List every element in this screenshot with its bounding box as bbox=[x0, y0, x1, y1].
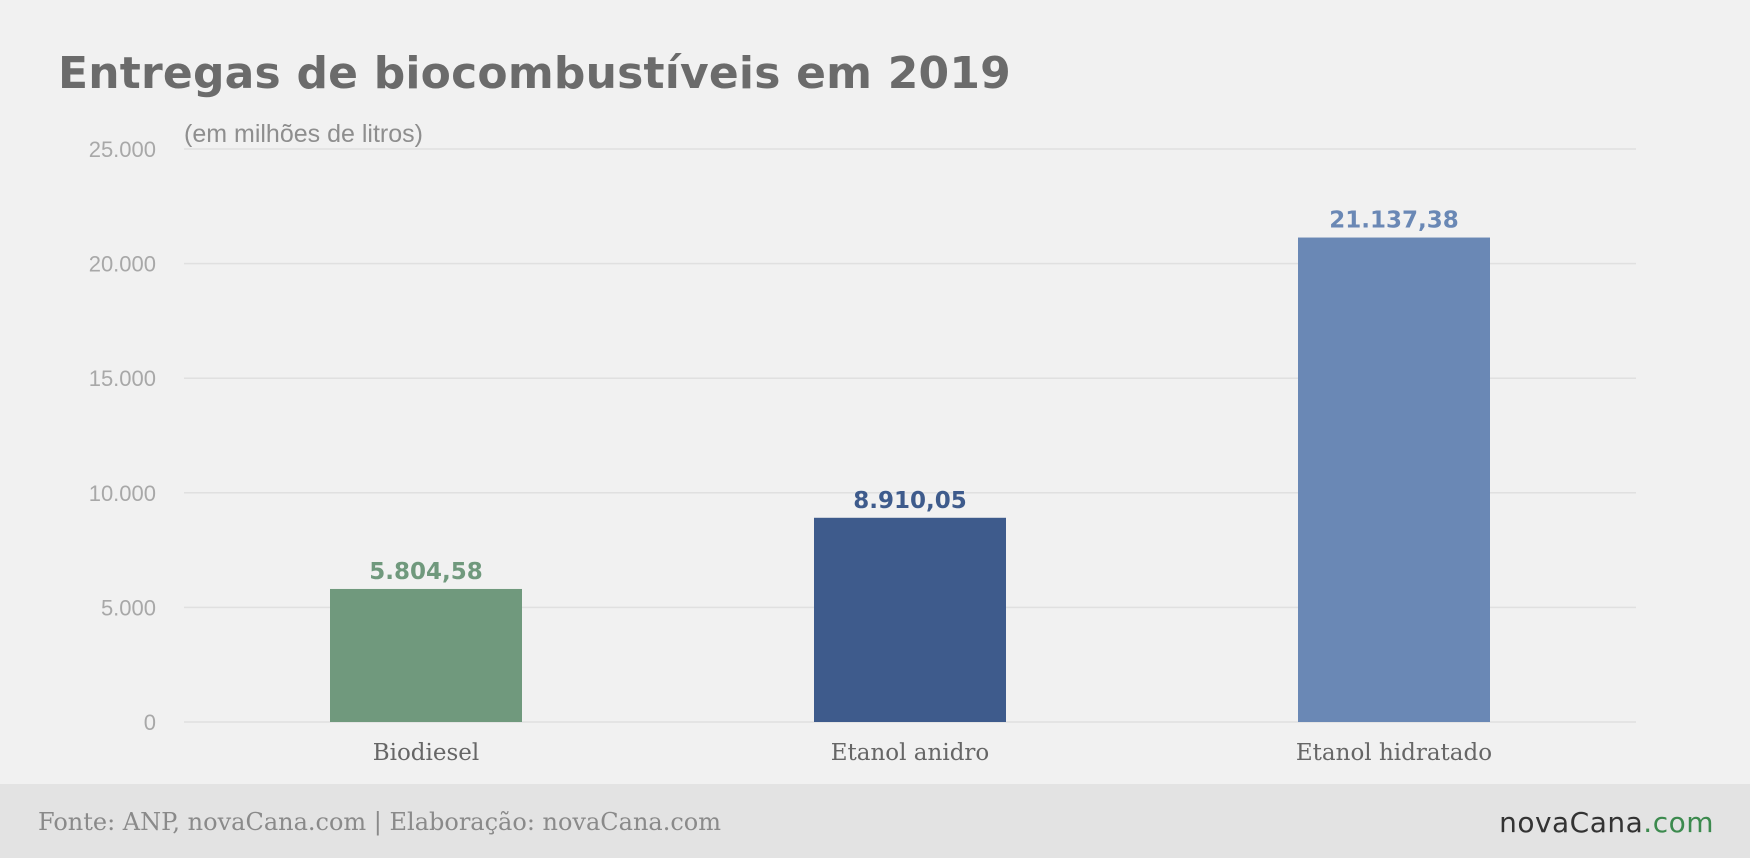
value-label: 8.910,05 bbox=[853, 488, 967, 514]
logo-main-text: novaCana bbox=[1499, 806, 1644, 839]
chart-title: Entregas de biocombustíveis em 2019 bbox=[58, 48, 1011, 99]
y-tick-label: 10.000 bbox=[89, 481, 156, 506]
bar bbox=[814, 517, 1006, 722]
value-labels: 5.804,58 8.910,05 21.137,38 bbox=[369, 208, 1459, 585]
x-tick-label: Etanol hidratado bbox=[1296, 740, 1492, 766]
x-tick-label: Etanol anidro bbox=[831, 740, 990, 766]
source-text: Fonte: ANP, novaCana.com | Elaboração: n… bbox=[38, 808, 722, 836]
y-tick-label: 0 bbox=[144, 710, 156, 735]
footer: Fonte: ANP, novaCana.com | Elaboração: n… bbox=[0, 784, 1750, 858]
novacana-logo[interactable]: novaCana.com bbox=[1499, 806, 1714, 839]
y-tick-label: 5.000 bbox=[101, 595, 156, 620]
y-tick-label: 15.000 bbox=[89, 366, 156, 391]
y-axis-ticks: 0 5.000 10.000 15.000 20.000 25.000 bbox=[89, 137, 156, 735]
bar bbox=[330, 588, 522, 722]
unit-label: (em milhões de litros) bbox=[184, 120, 423, 148]
bar-chart: 0 5.000 10.000 15.000 20.000 25.000 5.804,58 8… bbox=[89, 137, 1636, 766]
y-tick-label: 25.000 bbox=[89, 137, 156, 162]
bar bbox=[1298, 237, 1490, 722]
y-tick-label: 20.000 bbox=[89, 252, 156, 277]
value-label: 21.137,38 bbox=[1329, 208, 1459, 234]
x-tick-label: Biodiesel bbox=[373, 740, 480, 766]
value-label: 5.804,58 bbox=[369, 559, 483, 585]
x-axis-labels: Biodiesel Etanol anidro Etanol hidratado bbox=[373, 740, 1492, 766]
logo-tld-text: .com bbox=[1643, 806, 1714, 839]
bars bbox=[330, 237, 1490, 722]
